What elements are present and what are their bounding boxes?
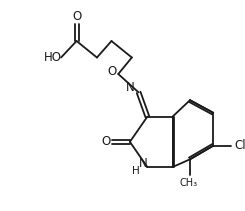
Text: H: H [132, 166, 140, 176]
Text: O: O [101, 135, 110, 148]
Text: HO: HO [44, 51, 62, 64]
Text: O: O [108, 65, 117, 78]
Text: O: O [72, 10, 81, 23]
Text: N: N [125, 81, 134, 94]
Text: Cl: Cl [234, 139, 245, 152]
Text: CH₃: CH₃ [180, 178, 198, 188]
Text: N: N [139, 157, 148, 170]
